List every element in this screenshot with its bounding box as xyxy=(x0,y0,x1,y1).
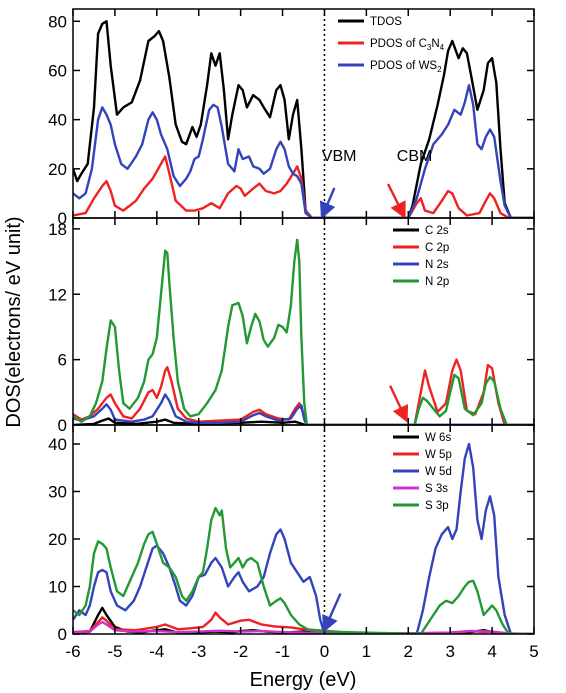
x-tick-label: -3 xyxy=(191,642,206,661)
legend-label: TDOS xyxy=(370,16,402,28)
legend-label: PDOS of C3N4 xyxy=(370,38,445,52)
x-axis-label: Energy (eV) xyxy=(250,669,357,691)
y-tick-label: 0 xyxy=(58,209,67,228)
series-line-c-2p xyxy=(73,358,534,425)
y-tick-label: 0 xyxy=(58,625,67,644)
x-tick-label: -1 xyxy=(275,642,290,661)
panel-3: 0 10 20 30 40 W 6s W 5p W 5d S 3s S 3p xyxy=(48,424,535,644)
series-group xyxy=(73,238,534,425)
y-tick-label: 6 xyxy=(58,351,67,370)
legend-label: PDOS of WS2 xyxy=(370,60,442,74)
legend: TDOS PDOS of C3N4 PDOS of WS2 xyxy=(338,16,445,74)
y-tick-label: 0 xyxy=(58,416,67,435)
legend-label: W 5d xyxy=(425,466,452,478)
annotation-label-vbm: VBM xyxy=(322,148,357,165)
series-line-w-5d xyxy=(73,442,534,634)
series-line-w-6s xyxy=(73,606,534,634)
legend-label: N 2p xyxy=(425,276,449,288)
series-line-c-2s xyxy=(73,417,534,425)
legend-label: S 3s xyxy=(425,483,448,495)
annotation-label-cbm: CBM xyxy=(397,148,433,165)
x-tick-label: -4 xyxy=(149,642,164,661)
y-axis-label: DOS(electrons/ eV unit) xyxy=(3,216,25,427)
series-line-pdos-of-c3n4 xyxy=(73,155,534,218)
y-tick-label: 30 xyxy=(48,483,67,502)
panel-2: 0 6 12 18 C 2s C 2p N 2s N 2p xyxy=(48,217,535,435)
legend-label: C 2s xyxy=(425,225,449,237)
y-tick-label: 40 xyxy=(48,111,67,130)
x-tick-label: 0 xyxy=(320,642,329,661)
annotation-arrow xyxy=(389,385,409,423)
series-line-n-2s xyxy=(73,393,534,425)
annotation-arrow xyxy=(322,593,342,633)
x-tick-label: -2 xyxy=(233,642,248,661)
series-line-s-3s xyxy=(73,620,534,634)
legend-label: W 6s xyxy=(425,432,451,444)
series-group xyxy=(73,442,534,634)
legend-label: C 2p xyxy=(425,242,449,254)
y-tick-label: 80 xyxy=(48,12,67,31)
y-tick-label: 60 xyxy=(48,61,67,80)
legend: W 6s W 5p W 5d S 3s S 3p xyxy=(393,432,452,512)
y-tick-label: 20 xyxy=(48,530,67,549)
series-line-tdos xyxy=(73,20,534,218)
series-line-pdos-of-ws2 xyxy=(73,84,534,218)
y-tick-label: 10 xyxy=(48,578,67,597)
panel-1: 0 20 40 60 80 TDOS PDOS of C3N4 PDOS of WS2 VBM C… xyxy=(48,8,535,228)
legend: C 2s C 2p N 2s N 2p xyxy=(393,225,449,288)
x-tick-label: 4 xyxy=(487,642,496,661)
series-line-n-2p xyxy=(73,238,534,425)
x-tick-label: -6 xyxy=(65,642,80,661)
panel-frame xyxy=(72,424,535,635)
series-line-s-3p xyxy=(73,506,534,634)
legend-label: S 3p xyxy=(425,500,449,512)
annotation-arrow xyxy=(319,187,336,220)
y-tick-label: 12 xyxy=(48,285,67,304)
legend-label: W 5p xyxy=(425,449,452,461)
x-tick-label: 2 xyxy=(404,642,413,661)
y-tick-label: 40 xyxy=(48,435,67,454)
annotation-arrow xyxy=(387,183,406,220)
x-tick-label: 5 xyxy=(529,642,538,661)
x-tick-label: -5 xyxy=(107,642,122,661)
series-group xyxy=(73,20,534,218)
x-tick-label: 3 xyxy=(445,642,454,661)
x-tick-label: 1 xyxy=(362,642,371,661)
y-tick-label: 20 xyxy=(48,160,67,179)
y-tick-label: 18 xyxy=(48,220,67,239)
legend-label: N 2s xyxy=(425,259,449,271)
